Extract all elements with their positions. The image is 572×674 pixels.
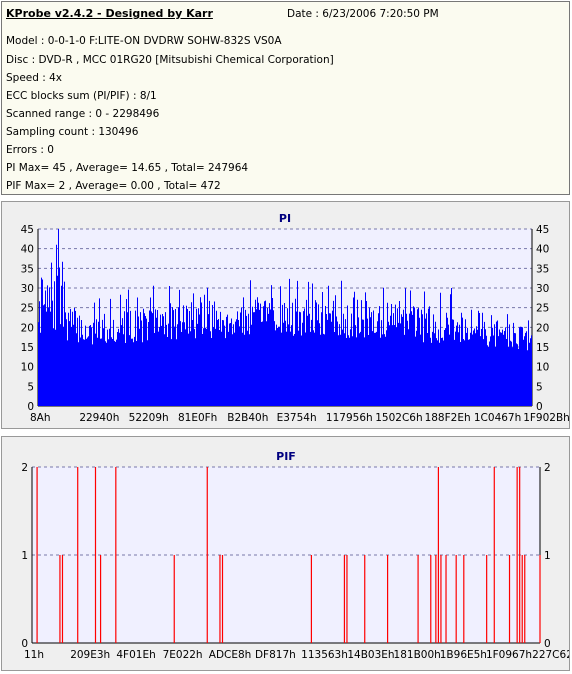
pi-chart-panel: 0 0 5 5 10 10 15 15 20 20 25 25 30 30 35 35 40 40 45 45 PI 8A…	[1, 201, 570, 429]
pif-chart: 0 0 1 1 2 2 PIF 11h 209E3h 4F01Eh 7E022h ADCE8h DF81…	[21, 450, 572, 661]
pi-xtick-label: 117956h	[326, 412, 373, 424]
pif-ytick-label-right: 0	[544, 638, 551, 650]
pi-chart: 0 0 5 5 10 10 15 15 20 20 25 25 30 30 35 35 40 40 45 45 PI 8A…	[21, 212, 570, 424]
pi-xtick-label: 81E0Fh	[178, 412, 217, 424]
pif-xtick-label: 14B03Eh	[347, 649, 394, 661]
pif-xtick-label: 227C62h	[532, 649, 569, 661]
pi-ytick-label-right: 0	[536, 401, 543, 413]
pi-title: PI	[279, 212, 291, 225]
pif-xtick-label: 11h	[24, 649, 44, 661]
pi-ytick-label: 20	[21, 322, 34, 334]
pi-ytick-label-right: 30	[536, 283, 549, 295]
pif-xtick-label: ADCE8h	[209, 649, 252, 661]
pif-xtick-label: 7E022h	[163, 649, 203, 661]
pif-xtick-label: 113563h	[301, 649, 348, 661]
pi-ytick-label-right: 10	[536, 362, 549, 374]
pi-ytick-label-right: 5	[536, 381, 543, 393]
pi-ytick-label: 40	[21, 244, 34, 256]
pif-xtick-label: 209E3h	[70, 649, 110, 661]
range-line: Scanned range : 0 - 2298496	[6, 108, 160, 120]
sampling-line: Sampling count : 130496	[6, 126, 139, 138]
pi-xtick-label: 1C0467h	[474, 412, 521, 424]
pif-ytick-label: 2	[21, 462, 28, 474]
ecc-line: ECC blocks sum (PI/PIF) : 8/1	[6, 90, 157, 102]
pi-ytick-label-right: 45	[536, 224, 549, 236]
pi-ytick-label-right: 15	[536, 342, 549, 354]
pif-xtick-label: 4F01Eh	[116, 649, 155, 661]
app-title: KProbe v2.4.2 - Designed by Karr	[6, 7, 213, 20]
info-panel: KProbe v2.4.2 - Designed by Karr Date : …	[1, 1, 570, 195]
pi-ytick-label-right: 40	[536, 244, 549, 256]
pi-ytick-label: 30	[21, 283, 34, 295]
pi-xtick-label: 1F902Bh	[523, 412, 569, 424]
pif-ytick-label-right: 2	[544, 462, 551, 474]
pif-xtick-label: 1F0967h	[486, 649, 532, 661]
pi-bars	[38, 229, 532, 406]
pi-xtick-label: 1502C6h	[375, 412, 422, 424]
errors-line: Errors : 0	[6, 144, 54, 156]
pi-ytick-label: 15	[21, 342, 34, 354]
model-line: Model : 0-0-1-0 F:LITE-ON DVDRW SOHW-832…	[6, 35, 282, 47]
pi-xtick-label: E3754h	[277, 412, 317, 424]
pif-ytick-label-right: 1	[544, 550, 551, 562]
pif-chart-panel: 0 0 1 1 2 2 PIF 11h 209E3h 4F01Eh 7E022h ADCE8h DF81…	[1, 436, 572, 671]
scan-date: Date : 6/23/2006 7:20:50 PM	[287, 8, 439, 20]
pif-xtick-label: 1B96E5h	[440, 649, 487, 661]
pi-xtick-label: 188F2Eh	[425, 412, 471, 424]
pif-title: PIF	[276, 450, 296, 463]
pi-xtick-label: 52209h	[129, 412, 169, 424]
pi-ytick-label: 0	[27, 401, 34, 413]
pif-xtick-label: DF817h	[255, 649, 296, 661]
pif-ytick-label: 0	[21, 638, 28, 650]
pi-xtick-label: 8Ah	[30, 412, 51, 424]
pi-ytick-label: 45	[21, 224, 34, 236]
pif-ytick-label: 1	[21, 550, 28, 562]
pi-ytick-label-right: 35	[536, 263, 549, 275]
pif-summary-line: PIF Max= 2 , Average= 0.00 , Total= 472	[6, 180, 221, 192]
pi-ytick-label: 5	[27, 381, 34, 393]
pi-xtick-label: B2B40h	[227, 412, 268, 424]
pi-xtick-label: 22940h	[79, 412, 119, 424]
pi-ytick-label: 10	[21, 362, 34, 374]
pi-ytick-label: 25	[21, 303, 34, 315]
pi-summary-line: PI Max= 45 , Average= 14.65 , Total= 247…	[6, 162, 249, 174]
pi-ytick-label: 35	[21, 263, 34, 275]
pif-xtick-label: 181B00h	[394, 649, 441, 661]
pi-ytick-label-right: 25	[536, 303, 549, 315]
pi-ytick-label-right: 20	[536, 322, 549, 334]
speed-line: Speed : 4x	[6, 72, 63, 84]
disc-line: Disc : DVD-R , MCC 01RG20 [Mitsubishi Ch…	[6, 54, 334, 66]
